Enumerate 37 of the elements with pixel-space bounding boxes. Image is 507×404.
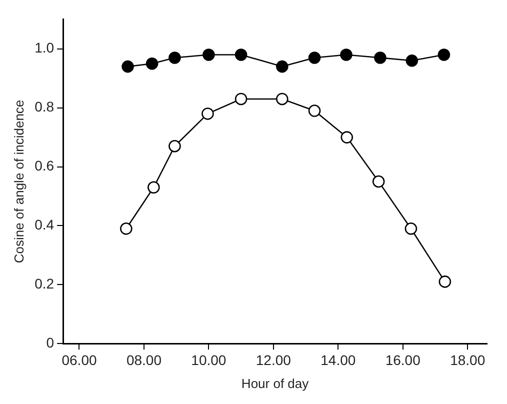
point [308, 104, 321, 117]
point [276, 60, 288, 73]
x-axis-title: Hour of day [241, 376, 310, 391]
point [120, 222, 132, 235]
y-tick-label: 1.0 [34, 40, 54, 56]
x-tick-label: 10.00 [191, 352, 226, 368]
point [148, 181, 160, 194]
x-tick-label: 16.00 [385, 352, 421, 368]
x-tick-label: 06.00 [62, 352, 97, 368]
y-tick-label: 0.8 [34, 98, 54, 115]
y-tick-label: 0.6 [34, 158, 54, 174]
y-axis-title: Cosine of angle of incidence [11, 100, 26, 264]
point [202, 48, 215, 61]
point [406, 54, 418, 67]
y-tick-label: 0 [46, 334, 54, 350]
y-tick-label: 0.4 [34, 216, 54, 233]
y-tick-label: 0.2 [34, 276, 54, 292]
point [404, 222, 418, 235]
point [372, 175, 385, 188]
point [234, 92, 248, 106]
point [340, 48, 352, 61]
point [146, 57, 158, 70]
point [122, 60, 134, 73]
x-tick-label: 08.00 [126, 352, 162, 368]
point [168, 52, 181, 64]
point [438, 276, 452, 288]
point [168, 140, 181, 152]
x-tick-label: 14.00 [320, 352, 356, 368]
point [276, 92, 288, 106]
point [308, 52, 321, 64]
point [374, 52, 386, 64]
point [234, 48, 248, 61]
point [438, 48, 450, 61]
point [340, 131, 354, 144]
x-tick-label: 18.00 [450, 352, 486, 368]
point [202, 108, 214, 120]
x-tick-label: 12.00 [256, 352, 292, 368]
